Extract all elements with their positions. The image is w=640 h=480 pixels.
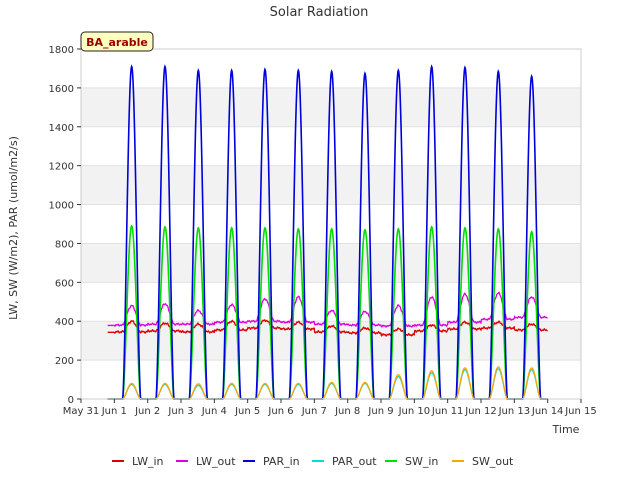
x-tick-label: Jun 9 [367, 406, 393, 417]
y-tick-label: 400 [55, 317, 74, 328]
x-tick-label: Jun 7 [301, 406, 327, 417]
y-tick-label: 1600 [49, 84, 74, 95]
y-tick-label: 1000 [49, 201, 74, 212]
x-tick-label: Jun 6 [267, 406, 293, 417]
legend-label: PAR_in [263, 455, 300, 468]
grid-band [81, 165, 581, 205]
legend-label: PAR_out [332, 455, 377, 468]
legend-label: SW_in [405, 455, 438, 468]
y-tick-label: 1800 [49, 45, 74, 56]
x-axis-label: Time [552, 423, 580, 436]
x-tick-label: Jun 2 [134, 406, 160, 417]
grid-band [81, 321, 581, 361]
y-tick-label: 200 [55, 356, 74, 367]
site-label-text: BA_arable [86, 36, 148, 49]
x-tick-label: Jun 4 [201, 406, 227, 417]
legend-label: SW_out [472, 455, 514, 468]
x-tick-label: Jun 15 [564, 406, 597, 417]
x-axis: May 31 Jun 1 Jun 2 Jun 3 Jun 4 Jun 5 Jun 6 Jun … [63, 399, 597, 417]
site-label-box: BA_arable [80, 31, 154, 52]
x-tick-label: Jun 3 [167, 406, 193, 417]
y-tick-label: 0 [68, 395, 74, 406]
x-tick-label: Jun 12 [464, 406, 497, 417]
x-tick-label: Jun 13 [498, 406, 531, 417]
y-tick-label: 800 [55, 239, 74, 250]
x-tick-label: Jun 11 [431, 406, 464, 417]
x-tick-label: Jun 8 [334, 406, 360, 417]
grid-band [81, 87, 581, 127]
x-tick-label: Jun 1 [101, 406, 127, 417]
x-tick-label: Jun 14 [531, 406, 564, 417]
y-axis-label: LW, SW (W/m2), PAR (umol/m2/s) [7, 136, 20, 320]
x-tick-label: May 31 [63, 406, 100, 417]
y-tick-label: 600 [55, 278, 74, 289]
series-line-lw-in [107, 319, 548, 337]
legend-label: LW_out [196, 455, 236, 468]
plot-frame [80, 48, 582, 400]
y-tick-label: 1200 [49, 162, 74, 173]
legend: LW_in LW_out PAR_in PAR_out SW_in SW_out [112, 455, 514, 468]
series-line-lw-out [107, 291, 548, 328]
chart-title: Solar Radiation [270, 5, 369, 20]
grid-band [81, 243, 581, 283]
y-tick-label: 1400 [49, 123, 74, 134]
y-axis: 0 200 400 600 800 1000 1200 1400 1600 1800 [49, 45, 81, 406]
site-label-bg [80, 31, 154, 52]
x-tick-label: Jun 10 [398, 406, 431, 417]
legend-label: LW_in [132, 455, 164, 468]
x-tick-label: Jun 5 [234, 406, 260, 417]
